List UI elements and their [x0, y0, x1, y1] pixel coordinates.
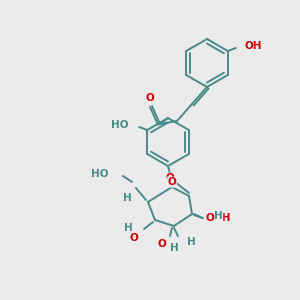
Text: O: O: [166, 173, 174, 183]
Text: H: H: [123, 193, 132, 203]
Text: H: H: [124, 223, 133, 233]
Text: H: H: [187, 237, 196, 247]
Text: HO: HO: [91, 169, 108, 179]
Text: H: H: [214, 211, 223, 221]
Text: O: O: [168, 177, 176, 187]
Text: O: O: [146, 93, 154, 103]
Text: O: O: [206, 213, 214, 223]
Text: O: O: [130, 233, 138, 243]
Text: O: O: [158, 239, 166, 249]
Text: HO: HO: [111, 120, 128, 130]
Text: OH: OH: [213, 213, 230, 223]
Text: H: H: [170, 243, 179, 253]
Text: OH: OH: [245, 41, 262, 51]
